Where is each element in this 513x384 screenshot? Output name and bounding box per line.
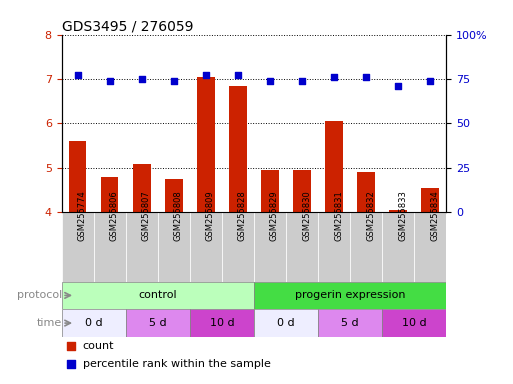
Bar [229,86,247,212]
Bar [261,170,279,212]
Text: control: control [139,290,177,300]
Point [170,78,178,84]
Text: GSM255834: GSM255834 [430,190,439,241]
Bar [382,212,415,281]
Text: 5 d: 5 d [341,318,359,328]
Text: GSM255831: GSM255831 [334,190,343,241]
Text: protocol: protocol [16,290,62,300]
Bar [93,212,126,281]
Bar [197,77,214,212]
Text: count: count [83,341,114,351]
Bar [126,212,158,281]
Point [67,343,75,349]
Bar [133,164,150,212]
Text: GSM255829: GSM255829 [270,190,279,241]
Point [73,71,82,78]
Point [67,361,75,367]
Bar [350,212,382,281]
Text: GDS3495 / 276059: GDS3495 / 276059 [62,20,193,33]
Point [298,78,306,84]
Text: progerin expression: progerin expression [295,290,405,300]
Point [362,74,370,80]
Bar [158,212,190,281]
Point [234,71,242,78]
Bar [318,212,350,281]
Point [426,78,435,84]
Text: GSM255828: GSM255828 [238,190,247,241]
Bar [358,172,375,212]
Bar [62,281,254,309]
Text: GSM255808: GSM255808 [174,190,183,241]
Point [106,78,114,84]
Text: GSM255832: GSM255832 [366,190,375,241]
Bar [254,309,318,337]
Bar [254,281,446,309]
Point [266,78,274,84]
Bar [382,309,446,337]
Bar [62,212,93,281]
Text: percentile rank within the sample: percentile rank within the sample [83,359,270,369]
Text: GSM255830: GSM255830 [302,190,311,241]
Text: 0 d: 0 d [85,318,103,328]
Bar [254,212,286,281]
Text: GSM255833: GSM255833 [398,190,407,241]
Bar [222,212,254,281]
Text: 10 d: 10 d [402,318,427,328]
Bar [389,210,407,212]
Bar [101,177,119,212]
Bar [62,309,126,337]
Text: GSM255807: GSM255807 [142,190,151,241]
Bar [69,141,86,212]
Bar [325,121,343,212]
Text: time: time [36,318,62,328]
Text: 0 d: 0 d [277,318,295,328]
Bar [126,309,190,337]
Point [202,71,210,78]
Bar [286,212,318,281]
Text: 5 d: 5 d [149,318,167,328]
Text: GSM255806: GSM255806 [110,190,119,241]
Bar [293,170,311,212]
Bar [415,212,446,281]
Point [394,83,402,89]
Bar [190,309,254,337]
Bar [165,179,183,212]
Point [330,74,338,80]
Point [137,76,146,82]
Text: GSM255774: GSM255774 [77,190,87,241]
Text: GSM255809: GSM255809 [206,190,215,241]
Bar [422,188,439,212]
Bar [190,212,222,281]
Text: 10 d: 10 d [209,318,234,328]
Bar [318,309,382,337]
